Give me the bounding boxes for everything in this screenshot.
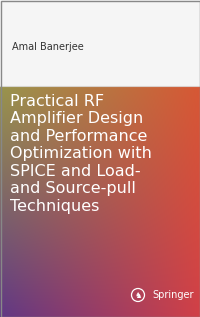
Text: and Source-pull: and Source-pull (10, 181, 136, 196)
Text: Amal Banerjee: Amal Banerjee (12, 42, 84, 52)
Text: ♞: ♞ (134, 290, 142, 300)
Text: SPICE and Load-: SPICE and Load- (10, 164, 141, 178)
Text: Amplifier Design: Amplifier Design (10, 111, 143, 126)
Text: and Performance: and Performance (10, 129, 147, 144)
Text: Optimization with: Optimization with (10, 146, 152, 161)
Bar (0, 0, 200, 86)
Text: Practical RF: Practical RF (10, 94, 104, 109)
Text: Springer: Springer (152, 290, 194, 300)
Text: Techniques: Techniques (10, 198, 99, 214)
